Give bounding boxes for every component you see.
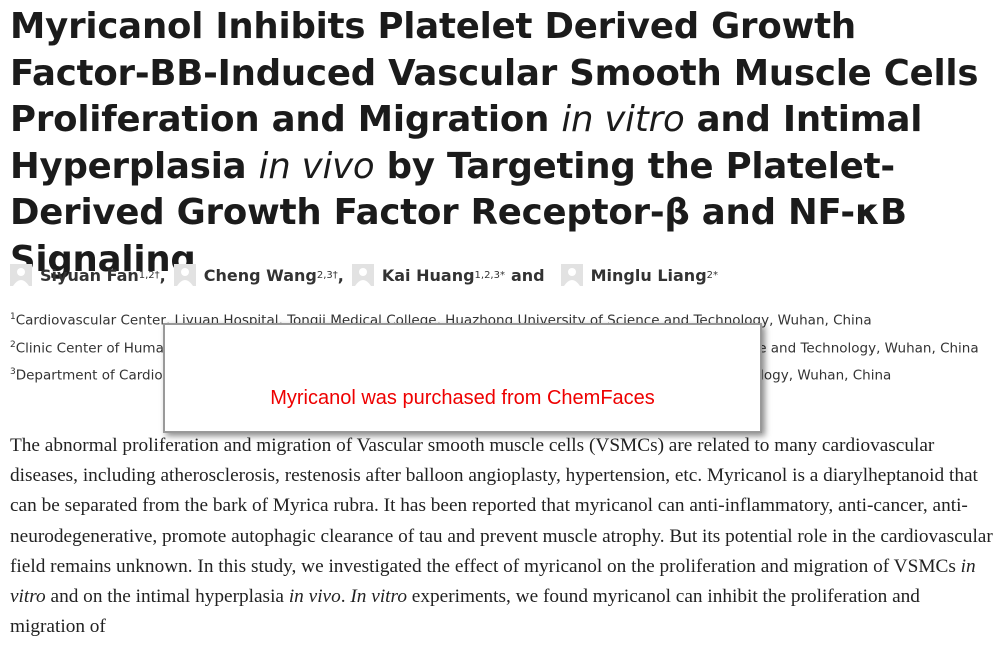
overlay-text: Myricanol was purchased from ChemFaces [270,387,655,409]
abstract: The abnormal proliferation and migration… [10,431,995,642]
avatar-icon [173,264,196,286]
title-text: and Intimal Hyperplasia [10,99,923,187]
article-title: Myricanol Inhibits Platelet Derived Grow… [10,4,995,283]
separator: and [510,265,545,285]
author: Minglu Liang 2* [560,264,719,286]
avatar-icon [10,264,32,286]
separator: , [337,265,344,285]
abstract-text: . [340,586,351,608]
author: Cheng Wang 2,3†, [173,264,344,286]
author: Kai Huang 1,2,3* and [351,264,553,286]
abstract-text: The abnormal proliferation and migration… [10,435,993,577]
author-name[interactable]: Cheng Wang [203,265,317,285]
abstract-italic: in vitro [10,555,976,608]
affiliation-num: 1 [10,312,16,322]
author-name[interactable]: Minglu Liang [590,265,707,285]
affiliation-num: 2 [10,339,16,350]
abstract-italic: in vivo [288,586,341,608]
author-sup: 1,2† [138,269,160,281]
affiliation-num: 3 [10,367,16,377]
author-name[interactable]: Kai Huang [381,265,475,285]
separator: , [159,265,166,285]
title-italic: in vitro [561,99,685,140]
abstract-text: and on the intimal hyperplasia [45,586,289,608]
avatar-icon [351,264,374,286]
title-text: Myricanol Inhibits Platelet Derived Grow… [10,6,979,140]
title-text: by Targeting the Platelet-Derived Growth… [10,145,907,280]
title-italic: in vivo [258,145,375,187]
author-name[interactable]: Siyuan Fan [40,265,139,285]
author-sup: 2* [706,269,719,281]
abstract-italic: In vitro [350,586,407,608]
avatar-icon [560,264,583,286]
author: Siyuan Fan 1,2†, [10,264,166,286]
author-sup: 1,2,3* [474,269,505,281]
author-list: Siyuan Fan 1,2†, Cheng Wang 2,3†, Kai Huan… [10,264,726,286]
overlay-box: Myricanol was purchased from ChemFaces [163,323,762,433]
abstract-text: experiments, we found myricanol can inhi… [10,586,920,638]
author-sup: 2,3† [316,269,338,281]
